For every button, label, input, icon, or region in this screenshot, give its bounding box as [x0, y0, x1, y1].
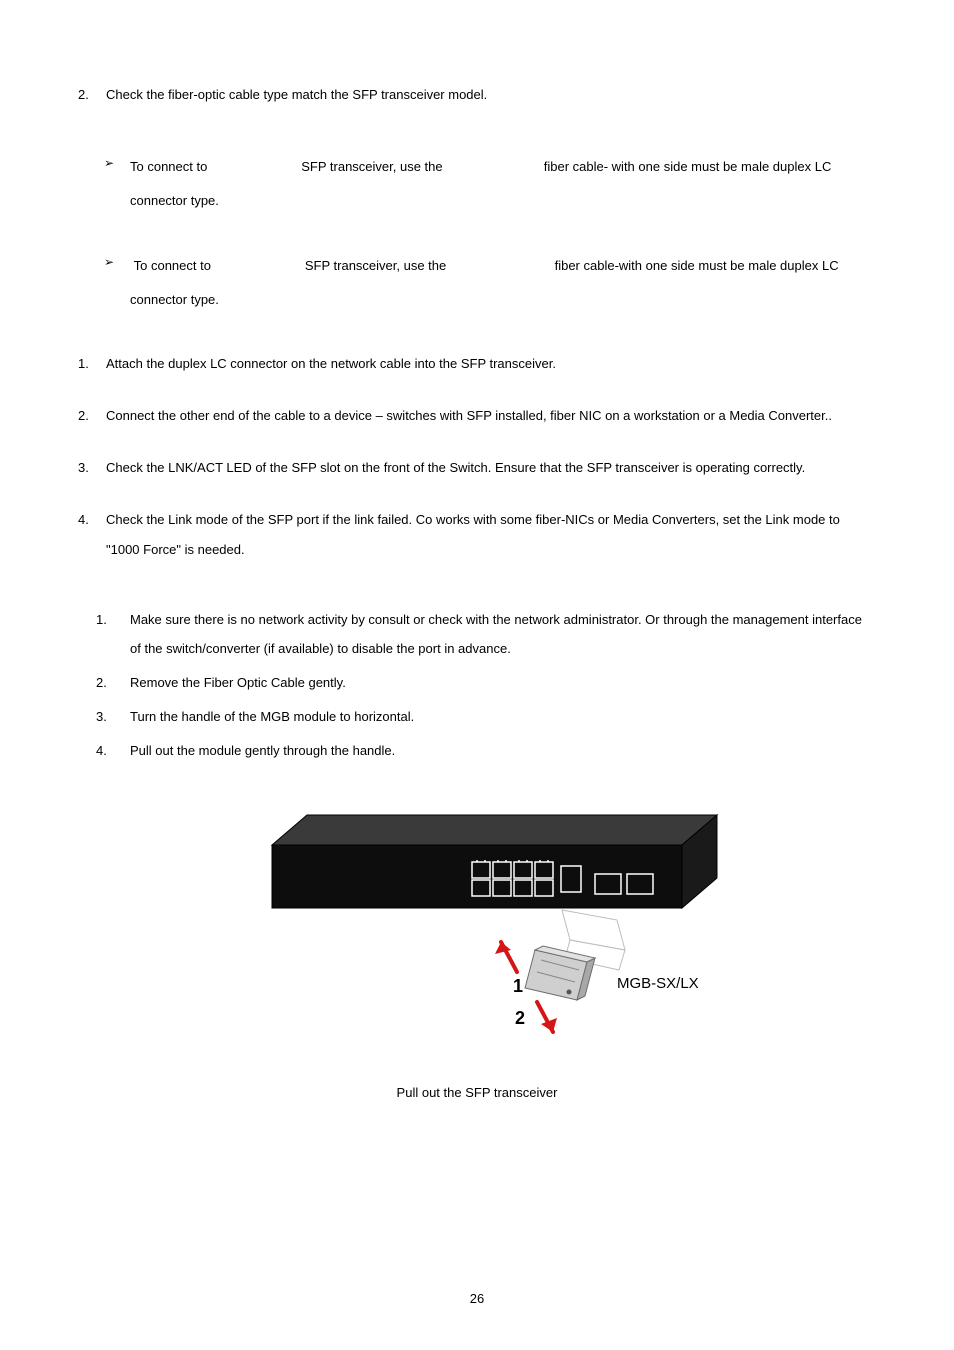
list-text: Pull out the module gently through the h… — [130, 736, 876, 766]
figure-caption: Pull out the SFP transceiver — [78, 1078, 876, 1108]
list-text: Connect the other end of the cable to a … — [106, 401, 876, 431]
list-text: Make sure there is no network activity b… — [130, 605, 876, 665]
list-item: 3. Turn the handle of the MGB module to … — [78, 702, 876, 732]
list-item: 4. Pull out the module gently through th… — [78, 736, 876, 766]
list-item: 4. Check the Link mode of the SFP port i… — [78, 505, 876, 565]
sfp-diagram-icon: 1 2 MGB-SX/LX — [217, 800, 737, 1060]
arrow-1-label: 1 — [513, 976, 523, 996]
list-number: 2. — [78, 401, 106, 431]
list-number: 2. — [96, 668, 130, 698]
procedure-list-c: 1. Make sure there is no network activit… — [78, 605, 876, 766]
bullet-item-1: ➢ To connect to SFP transceiver, use the… — [104, 150, 876, 218]
bullet-list: ➢ To connect to SFP transceiver, use the… — [104, 150, 876, 317]
list-number: 4. — [78, 505, 106, 565]
bullet-item-2: ➢ To connect to SFP transceiver, use the… — [104, 249, 876, 317]
list-number: 4. — [96, 736, 130, 766]
procedure-list-b: 1. Attach the duplex LC connector on the… — [78, 349, 876, 564]
arrow-1 — [495, 942, 517, 972]
list-number: 1. — [96, 605, 130, 665]
arrow-2-label: 2 — [515, 1008, 525, 1028]
list-text: Check the Link mode of the SFP port if t… — [106, 505, 876, 565]
list-number: 3. — [78, 453, 106, 483]
bullet-glyph-icon: ➢ — [104, 249, 130, 317]
list-text: Check the LNK/ACT LED of the SFP slot on… — [106, 453, 876, 483]
list-item: 1. Attach the duplex LC connector on the… — [78, 349, 876, 379]
list-number: 2. — [78, 80, 106, 110]
list-item: 1. Make sure there is no network activit… — [78, 605, 876, 665]
list-item-2: 2. Check the fiber-optic cable type matc… — [78, 80, 876, 110]
arrow-2 — [537, 1002, 557, 1032]
list-text: Remove the Fiber Optic Cable gently. — [130, 668, 876, 698]
list-item: 2. Connect the other end of the cable to… — [78, 401, 876, 431]
list-item: 2. Remove the Fiber Optic Cable gently. — [78, 668, 876, 698]
list-item: 3. Check the LNK/ACT LED of the SFP slot… — [78, 453, 876, 483]
list-number: 1. — [78, 349, 106, 379]
bullet-glyph-icon: ➢ — [104, 150, 130, 218]
page-number: 26 — [0, 1284, 954, 1314]
list-text: Turn the handle of the MGB module to hor… — [130, 702, 876, 732]
list-text: Attach the duplex LC connector on the ne… — [106, 349, 876, 379]
sfp-module — [525, 946, 595, 1000]
device-top — [272, 815, 717, 845]
list-text: Check the fiber-optic cable type match t… — [106, 80, 876, 110]
list-number: 3. — [96, 702, 130, 732]
module-label: MGB-SX/LX — [617, 975, 699, 992]
figure-container: 1 2 MGB-SX/LX Pull out the SFP transceiv… — [78, 800, 876, 1108]
bullet-text: To connect to SFP transceiver, use the f… — [130, 249, 876, 317]
bullet-text: To connect to SFP transceiver, use the f… — [130, 150, 876, 218]
